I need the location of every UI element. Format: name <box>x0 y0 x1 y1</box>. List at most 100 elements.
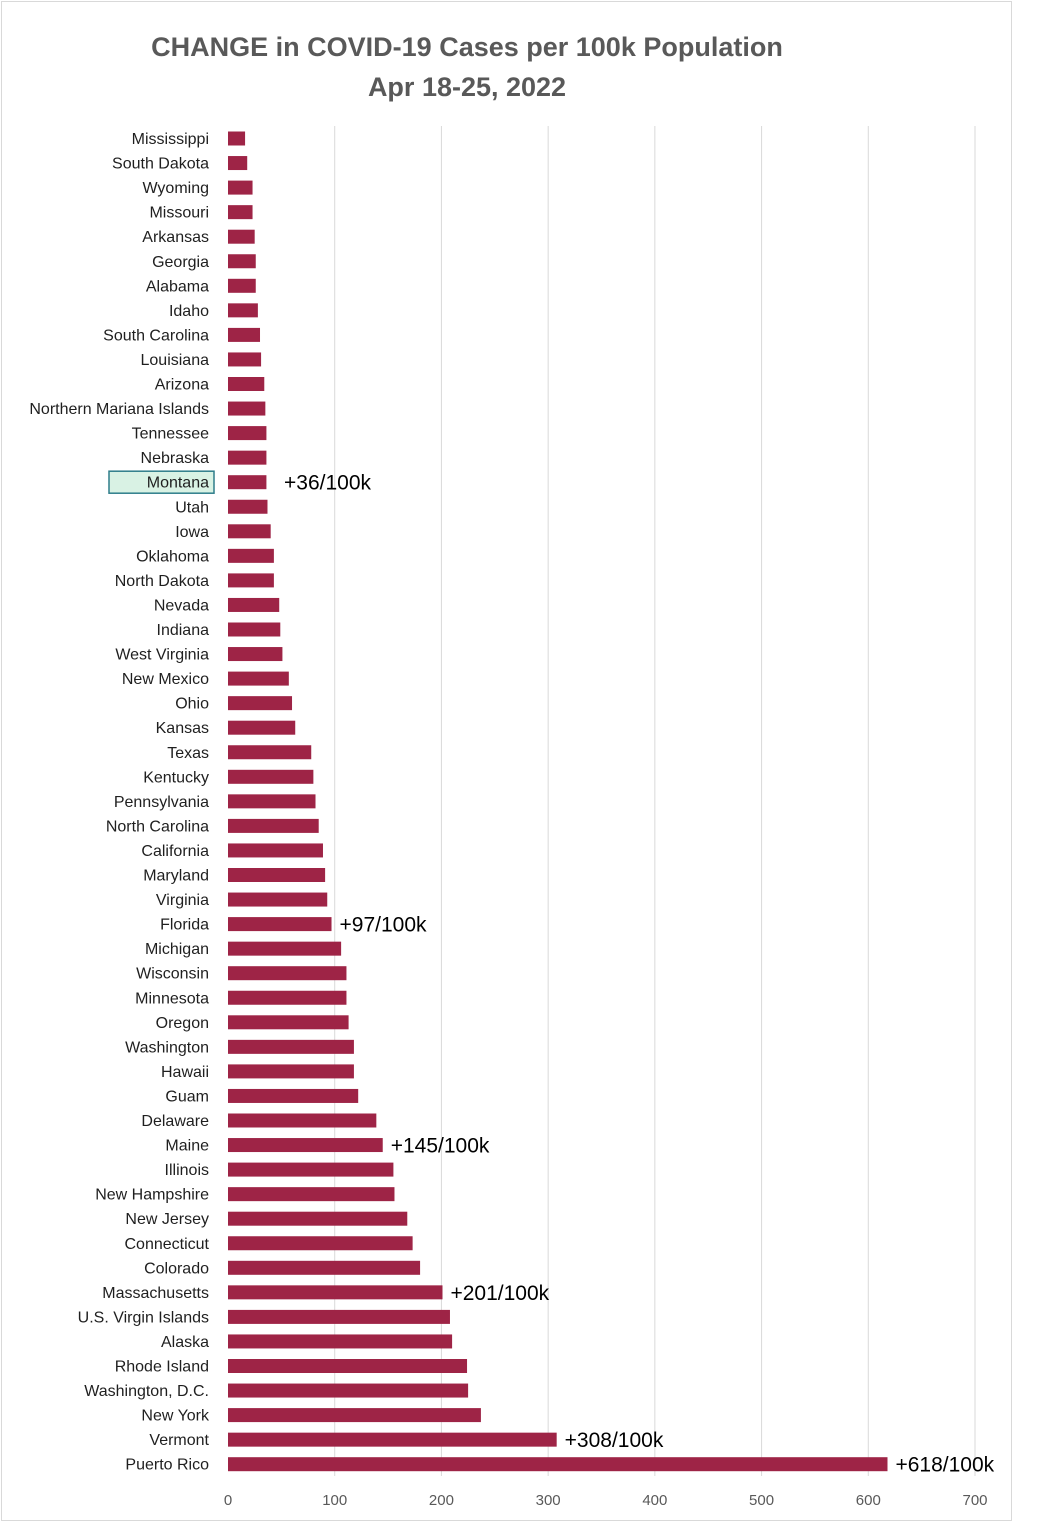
data-label: +36/100k <box>284 472 371 495</box>
category-label: Tennessee <box>132 426 209 443</box>
bar <box>228 1088 359 1103</box>
category-label: Oregon <box>156 1015 209 1032</box>
category-label: Connecticut <box>125 1236 210 1253</box>
bar <box>228 499 268 514</box>
category-label: South Carolina <box>103 327 209 344</box>
category-label: Michigan <box>145 941 209 958</box>
data-label: +618/100k <box>895 1454 994 1477</box>
bar <box>228 892 328 907</box>
category-label: Florida <box>160 917 209 934</box>
category-label: Kansas <box>156 720 209 737</box>
x-axis-ticks: 0 100 200 300 400 500 600 700 <box>224 1492 988 1509</box>
category-label: North Carolina <box>106 818 209 835</box>
category-label: Puerto Rico <box>125 1457 209 1474</box>
category-label: California <box>141 843 209 860</box>
category-label: Kentucky <box>143 769 209 786</box>
bar <box>228 303 258 318</box>
bar <box>228 720 296 735</box>
bar <box>228 1309 450 1324</box>
x-tick-label: 500 <box>749 1492 774 1509</box>
x-tick-label: 0 <box>224 1492 232 1509</box>
bar <box>228 745 312 760</box>
category-label: New Jersey <box>125 1211 209 1228</box>
x-tick-label: 300 <box>536 1492 561 1509</box>
bar <box>228 1039 354 1054</box>
category-label: Arizona <box>155 377 209 394</box>
bar <box>228 573 274 588</box>
chart-frame: CHANGE in COVID-19 Cases per 100k Popula… <box>1 1 1012 1521</box>
category-label: Rhode Island <box>115 1359 209 1376</box>
bar <box>228 917 332 932</box>
chart-subtitle: Apr 18-25, 2022 <box>367 72 567 102</box>
bar <box>228 278 256 293</box>
bar <box>228 966 347 981</box>
data-label: +145/100k <box>391 1135 490 1158</box>
bar <box>228 941 342 956</box>
bars <box>228 131 888 1472</box>
bar <box>228 1113 377 1128</box>
bar <box>228 794 316 809</box>
bar <box>228 1457 888 1472</box>
category-label: Missouri <box>149 205 209 222</box>
category-label: South Dakota <box>112 156 209 173</box>
bar <box>228 450 267 465</box>
category-label: Mississippi <box>132 131 209 148</box>
x-tick-label: 600 <box>856 1492 881 1509</box>
category-labels: Mississippi South Dakota Wyoming Missouri Ar… <box>29 131 210 1474</box>
bar <box>228 548 274 563</box>
category-label: Minnesota <box>135 990 209 1007</box>
bar <box>228 1260 421 1275</box>
category-label: Washington <box>125 1039 209 1056</box>
category-label: Guam <box>165 1088 209 1105</box>
category-label: Hawaii <box>161 1064 209 1081</box>
bar <box>228 205 253 220</box>
bar <box>228 1187 395 1202</box>
bar <box>228 229 255 244</box>
bar <box>228 180 253 195</box>
bar <box>228 1064 354 1079</box>
bar <box>228 1408 481 1423</box>
bar <box>228 475 267 490</box>
category-label: New Hampshire <box>95 1187 209 1204</box>
bar <box>228 1285 443 1300</box>
category-label: Utah <box>175 499 209 516</box>
data-labels: +36/100k +97/100k +145/100k +201/100k +308/1… <box>284 472 995 1477</box>
category-label: Delaware <box>141 1113 209 1130</box>
x-tick-label: 400 <box>642 1492 667 1509</box>
category-label: Northern Mariana Islands <box>29 401 209 418</box>
bar <box>228 843 323 858</box>
bar <box>228 401 266 416</box>
category-label: Ohio <box>175 696 209 713</box>
bar <box>228 1015 349 1030</box>
category-label: Oklahoma <box>136 548 209 565</box>
data-label: +308/100k <box>565 1429 664 1452</box>
category-label: Georgia <box>152 254 209 271</box>
category-label: Washington, D.C. <box>84 1383 209 1400</box>
x-tick-label: 200 <box>429 1492 454 1509</box>
category-label: Texas <box>167 745 209 762</box>
category-label: North Dakota <box>115 573 209 590</box>
bar <box>228 1334 453 1349</box>
category-label: Montana <box>147 475 209 492</box>
bar <box>228 254 256 269</box>
bar <box>228 131 246 146</box>
bar <box>228 1383 469 1398</box>
data-label: +97/100k <box>340 914 427 937</box>
category-label: Nebraska <box>141 450 210 467</box>
bar <box>228 696 293 711</box>
category-label: New Mexico <box>122 671 209 688</box>
category-label: U.S. Virgin Islands <box>78 1309 209 1326</box>
category-label: Colorado <box>144 1260 209 1277</box>
bar <box>228 671 289 686</box>
category-label: Maine <box>165 1138 209 1155</box>
bar <box>228 1432 557 1447</box>
bar <box>228 647 283 662</box>
category-label: Idaho <box>169 303 209 320</box>
category-label: Iowa <box>175 524 209 541</box>
bar <box>228 377 265 391</box>
category-label: Wisconsin <box>136 966 209 983</box>
bar <box>228 352 262 367</box>
bar <box>228 1211 408 1226</box>
bar <box>228 524 271 539</box>
